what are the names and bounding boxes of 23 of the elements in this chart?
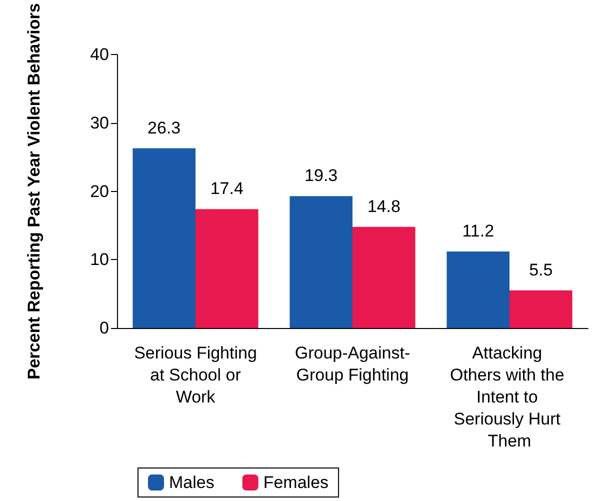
data-label: 19.3: [304, 166, 338, 186]
bar: [290, 196, 352, 328]
data-label: 14.8: [367, 196, 400, 216]
legend-label: Females: [263, 473, 329, 492]
x-tick-label: Group-Against-Group Fighting: [294, 344, 410, 384]
bar: [446, 251, 510, 328]
data-label: 26.3: [148, 118, 181, 138]
y-tick-label: 0: [100, 318, 109, 338]
bar: [132, 148, 196, 328]
x-tick-label: Serious Fighting at School or Work: [134, 344, 257, 406]
legend-label: Males: [169, 473, 214, 492]
y-tick-label: 40: [90, 45, 109, 64]
data-label: 5.5: [529, 260, 553, 280]
bar: [510, 290, 572, 328]
data-label: 17.4: [210, 179, 244, 198]
y-axis-title: Percent Reporting Past Year Violent Behaviors: [24, 3, 44, 380]
data-label: 11.2: [462, 221, 494, 240]
y-tick-label: 20: [90, 182, 109, 201]
x-tick-label: Attacking Others with the Intent to Seriously Hurt Them: [450, 344, 570, 450]
y-tick-label: 30: [90, 113, 109, 132]
bar: [352, 226, 416, 328]
y-tick-label: 10: [90, 250, 109, 270]
bar: [196, 209, 258, 328]
